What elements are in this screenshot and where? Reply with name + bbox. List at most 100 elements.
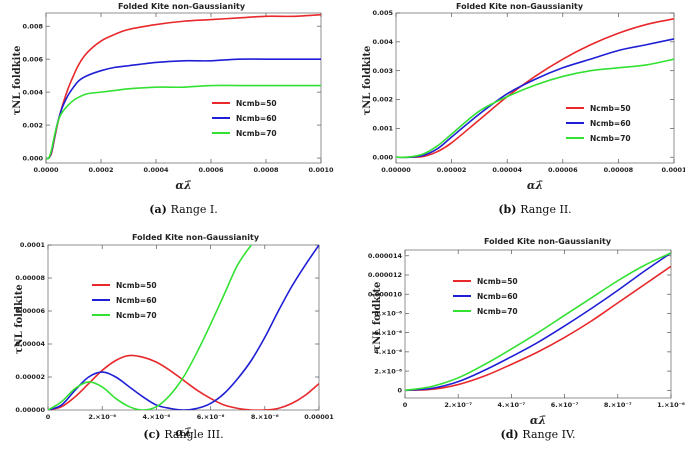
y-tick-label: 0.00008 — [15, 274, 45, 282]
y-tick-label: 0.004 — [22, 88, 43, 96]
y-tick-label: 0.008 — [22, 22, 43, 30]
plot-frame — [47, 244, 320, 411]
x-tick-label: 0.0008 — [253, 166, 279, 174]
y-tick-label: 4.×10⁻⁶ — [374, 348, 402, 356]
y-tick-label: 0.000 — [372, 153, 393, 161]
series-line-ncmb-60 — [405, 252, 671, 392]
series-line-ncmb-50 — [396, 17, 674, 159]
series-line-ncmb-70 — [396, 58, 674, 159]
legend-label: Ncmb=70 — [236, 129, 277, 138]
plot-frame — [404, 249, 672, 399]
y-tick-label: 0.005 — [372, 9, 393, 17]
y-tick-label: 0 — [397, 387, 402, 395]
x-tick-label: 8.×10⁻⁶ — [251, 413, 279, 421]
y-tick-label: 0.000 — [22, 154, 43, 162]
y-tick-label: 0.000010 — [368, 290, 403, 298]
chart-title: Folded Kite non-Gaussianity — [456, 2, 584, 11]
legend-label: Ncmb=60 — [590, 119, 631, 128]
chart-title: Folded Kite non-Gaussianity — [118, 2, 246, 11]
x-axis-label: αλ̄ — [527, 179, 543, 192]
legend: Ncmb=50 Ncmb=60 Ncmb=70 — [212, 99, 277, 138]
y-tick-label: 2.×10⁻⁶ — [374, 367, 402, 375]
y-tick-label: 0.001 — [372, 125, 393, 133]
legend: Ncmb=50 Ncmb=60 Ncmb=70 — [453, 277, 518, 316]
y-axis-label: τNL foldkite — [372, 282, 383, 352]
panel-caption: (b) Range II. — [498, 203, 571, 216]
y-tick-label: 8.×10⁻⁶ — [374, 310, 402, 318]
x-axis-label: αλ̄ — [530, 414, 546, 427]
legend: Ncmb=50 Ncmb=60 Ncmb=70 — [92, 281, 157, 320]
legend: Ncmb=50 Ncmb=60 Ncmb=70 — [566, 104, 631, 143]
legend-label: Ncmb=50 — [236, 99, 277, 108]
x-tick-label: 4.×10⁻⁶ — [143, 413, 171, 421]
legend-label: Ncmb=50 — [477, 277, 518, 286]
y-tick-label: 0.004 — [372, 38, 393, 46]
x-tick-label: 0 — [403, 401, 408, 409]
y-tick-label: 0.002 — [372, 96, 393, 104]
series-line-ncmb-70 — [405, 252, 671, 392]
y-tick-label: 0.00000 — [15, 406, 45, 414]
x-tick-label: 6.×10⁻⁷ — [551, 401, 579, 409]
chart-panel-3: Folded Kite non-Gaussianity 0 2.×10⁻⁶ 4.×10… — [14, 233, 334, 441]
legend-label: Ncmb=70 — [116, 311, 157, 320]
chart-title: Folded Kite non-Gaussianity — [484, 237, 612, 246]
series-line-ncmb-50 — [48, 354, 319, 410]
x-axis-label: αλ̄ — [175, 426, 191, 439]
x-tick-label: 0 — [46, 413, 51, 421]
legend-label: Ncmb=70 — [477, 307, 518, 316]
x-tick-label: 0.00000 — [381, 166, 411, 174]
y-tick-label: 0.00004 — [15, 340, 45, 348]
series-line-ncmb-50 — [405, 265, 671, 392]
y-tick-label: 0.00002 — [15, 373, 45, 381]
legend-label: Ncmb=50 — [590, 104, 631, 113]
x-tick-label: 0.0000 — [33, 166, 59, 174]
x-tick-label: 2.×10⁻⁶ — [88, 413, 116, 421]
x-tick-label: 0.00004 — [492, 166, 522, 174]
x-tick-label: 1.×10⁻⁶ — [657, 401, 685, 409]
x-tick-label: 2.×10⁻⁷ — [444, 401, 472, 409]
y-tick-label: 0.003 — [372, 67, 393, 75]
y-axis-label: τNL foldkite — [14, 284, 25, 354]
y-tick-label: 0.0001 — [20, 241, 46, 249]
y-tick-label: 0.002 — [22, 121, 43, 129]
chart-panel-4: Folded Kite non-Gaussianity 0 2.×10⁻⁷ 4.×10… — [368, 237, 685, 441]
legend-label: Ncmb=70 — [590, 134, 631, 143]
x-tick-label: 4.×10⁻⁷ — [498, 401, 526, 409]
x-tick-label: 0.00006 — [548, 166, 578, 174]
legend-label: Ncmb=60 — [477, 292, 518, 301]
chart-title: Folded Kite non-Gaussianity — [132, 233, 260, 242]
x-tick-label: 0.0001 — [661, 166, 685, 174]
series-line-ncmb-60 — [396, 38, 674, 159]
series-line-ncmb-70 — [46, 84, 321, 160]
x-tick-label: 0.00001 — [304, 413, 334, 421]
x-axis-label: αλ̄ — [175, 179, 191, 192]
panel-caption: (c) Rangle III. — [143, 428, 223, 441]
series-line-ncmb-60 — [48, 245, 319, 410]
x-tick-label: 0.0002 — [88, 166, 113, 174]
series-line-ncmb-70 — [48, 245, 252, 410]
y-tick-label: 0.006 — [22, 55, 43, 63]
plot-frame — [45, 12, 322, 164]
series-line-ncmb-60 — [46, 58, 321, 160]
y-tick-label: 0.000014 — [368, 252, 403, 260]
x-tick-label: 0.0006 — [198, 166, 224, 174]
x-tick-label: 0.0010 — [308, 166, 334, 174]
y-tick-label: 6.×10⁻⁶ — [374, 329, 402, 337]
plot-frame — [395, 12, 675, 164]
x-tick-label: 6.×10⁻⁶ — [197, 413, 225, 421]
y-axis-label: τNL foldkite — [12, 46, 23, 116]
y-axis-label: τNL foldkite — [362, 46, 373, 116]
legend-label: Ncmb=60 — [236, 114, 277, 123]
panel-caption: (a) Range I. — [149, 203, 217, 216]
y-tick-label: 0.00006 — [15, 307, 45, 315]
legend-label: Ncmb=60 — [116, 296, 157, 305]
legend-label: Ncmb=50 — [116, 281, 157, 290]
x-tick-label: 0.00002 — [437, 166, 467, 174]
x-tick-label: 0.00008 — [604, 166, 634, 174]
x-tick-label: 0.0004 — [143, 166, 169, 174]
y-tick-label: 0.000012 — [368, 271, 402, 279]
x-tick-label: 8.×10⁻⁷ — [604, 401, 632, 409]
chart-panel-1: Folded Kite non-Gaussianity 0.0000 0.0002 0… — [12, 2, 334, 216]
